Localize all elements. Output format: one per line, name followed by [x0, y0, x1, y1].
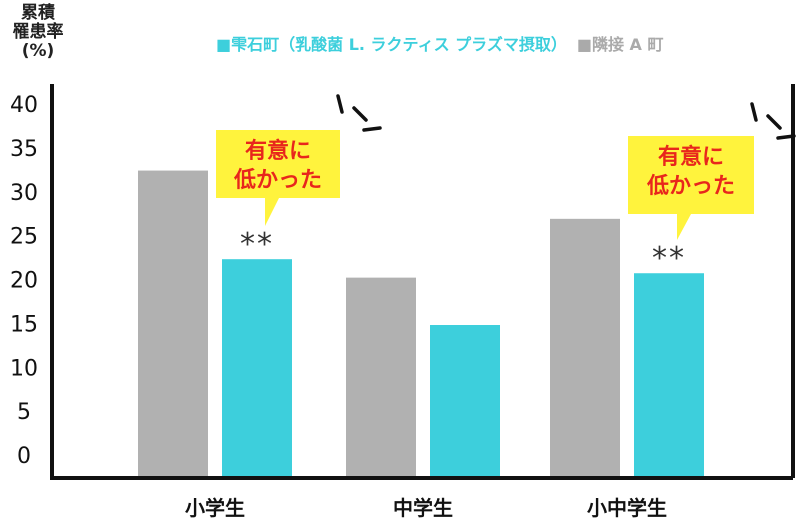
burst-mark [776, 134, 796, 140]
callout-text-line-2: 低かった [646, 174, 735, 199]
legend-item-neighbor-town: ■隣接 A 町 [567, 31, 664, 55]
y-axis-label-line-1: 累積 [21, 3, 55, 23]
y-tick-label: 40 [10, 93, 38, 118]
bar-neighbor-town [346, 277, 416, 476]
bar-shizukuishi [222, 259, 292, 476]
callout-text-line-1: 有意に [658, 144, 724, 170]
bar-shizukuishi [430, 325, 500, 476]
burst-mark [766, 114, 782, 130]
callout-bubble [216, 130, 340, 226]
burst-mark [362, 126, 382, 132]
burst-mark [750, 102, 758, 122]
significance-stars: ** [240, 227, 274, 262]
y-tick-label: 30 [10, 181, 38, 206]
legend-label-neighbor-town: ■隣接 A 町 [576, 35, 664, 54]
y-tick-label: 15 [10, 312, 38, 337]
legend: ■雫石町（乳酸菌 L. ラクティス プラズマ摂取） ■隣接 A 町 [216, 31, 663, 55]
bar-neighbor-town [138, 170, 208, 476]
legend-item-shizukuishi: ■雫石町（乳酸菌 L. ラクティス プラズマ摂取） [216, 31, 567, 55]
y-tick-label: 35 [10, 137, 38, 162]
legend-label-shizukuishi: ■雫石町（乳酸菌 L. ラクティス プラズマ摂取） [216, 35, 567, 54]
y-axis-label-line-2: 罹患率 [12, 22, 64, 42]
callout-text-line-1: 有意に [245, 138, 311, 164]
y-tick-label: 5 [17, 400, 31, 425]
y-tick-label: 10 [10, 356, 38, 381]
burst-mark [336, 94, 344, 114]
bar-shizukuishi [634, 273, 704, 476]
y-tick-label: 20 [10, 269, 38, 294]
y-axis-label-line-3: (%) [21, 41, 55, 61]
bar-neighbor-town [550, 218, 620, 476]
x-tick-label: 小学生 [185, 496, 245, 520]
x-tick-label: 小中学生 [587, 496, 667, 520]
y-axis-label: 累積 罹患率 (%) [2, 4, 74, 61]
burst-mark [352, 106, 368, 122]
significance-stars: ** [652, 241, 686, 276]
callout-text-line-2: 低かった [233, 168, 322, 193]
x-tick-label: 中学生 [393, 496, 453, 520]
y-tick-label: 25 [10, 225, 38, 250]
y-tick-label: 0 [17, 444, 31, 469]
callout-bubble [628, 136, 754, 240]
